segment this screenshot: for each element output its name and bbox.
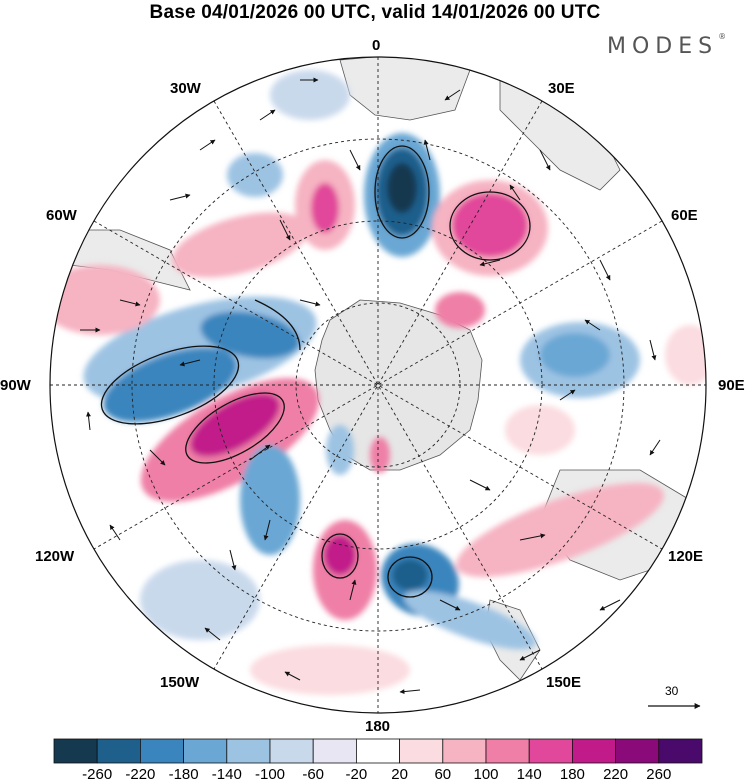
- colorbar-swatch: [96, 738, 141, 764]
- colorbar-tick-label: 180: [559, 766, 585, 783]
- colorbar-tick-label: 60: [434, 766, 452, 783]
- colorbar-tick-label: 20: [391, 766, 408, 783]
- map-boundary: [49, 56, 707, 714]
- lon-label-150w: 150W: [160, 674, 200, 691]
- colorbar-swatch: [53, 738, 98, 764]
- colorbar-tick-label: 220: [603, 766, 629, 783]
- lon-label-90w: 90W: [0, 377, 31, 394]
- colorbar-tick-label: -140: [211, 766, 242, 783]
- contour-lines: [100, 145, 531, 598]
- colorbar-tick-label: 260: [646, 766, 672, 783]
- lon-label-30e: 30E: [548, 80, 575, 97]
- colorbar-tick-label: -260: [82, 766, 113, 783]
- lon-label-90e: 90E: [718, 377, 745, 394]
- colorbar-swatch: [183, 738, 228, 764]
- reference-vector-label: 30: [665, 684, 679, 698]
- colorbar: [53, 738, 703, 764]
- colorbar-swatch: [528, 738, 573, 764]
- colorbar-swatch: [226, 738, 271, 764]
- lon-label-60w: 60W: [46, 207, 77, 224]
- lon-label-30w: 30W: [170, 80, 201, 97]
- colorbar-swatch: [355, 738, 400, 764]
- colorbar-tick-label: -100: [254, 766, 286, 783]
- colorbar-swatch: [572, 738, 617, 764]
- colorbar-tick-label: -180: [168, 766, 199, 783]
- brand-logo: MODES®: [607, 32, 727, 59]
- map-title: Base 04/01/2026 00 UTC, valid 14/01/2026…: [149, 2, 601, 23]
- lon-label-0: 0: [372, 37, 381, 54]
- colorbar-swatch: [615, 738, 660, 764]
- colorbar-swatch: [485, 738, 530, 764]
- colorbar-tick-label: -220: [125, 766, 156, 783]
- lon-label-120e: 120E: [668, 548, 704, 565]
- graticule: [50, 57, 706, 713]
- colorbar-tick-label: 140: [516, 766, 542, 783]
- colorbar-tick-label: -60: [302, 766, 325, 783]
- lon-label-150e: 150E: [546, 674, 582, 691]
- colorbar-swatch: [442, 738, 487, 764]
- colorbar-swatch: [312, 738, 357, 764]
- lon-label-120w: 120W: [35, 548, 75, 565]
- colorbar-tick-label: 100: [473, 766, 499, 783]
- colorbar-swatch: [399, 738, 444, 764]
- colorbar-swatch: [658, 738, 703, 764]
- colorbar-swatch: [269, 738, 314, 764]
- greenland-sector: [339, 57, 471, 121]
- lon-label-60e: 60E: [671, 207, 698, 224]
- america-sector: [59, 229, 191, 291]
- colorbar-tick-label: -20: [345, 766, 368, 783]
- colorbar-swatch: [140, 738, 185, 764]
- lon-label-180: 180: [365, 718, 391, 735]
- map-field: [50, 57, 706, 713]
